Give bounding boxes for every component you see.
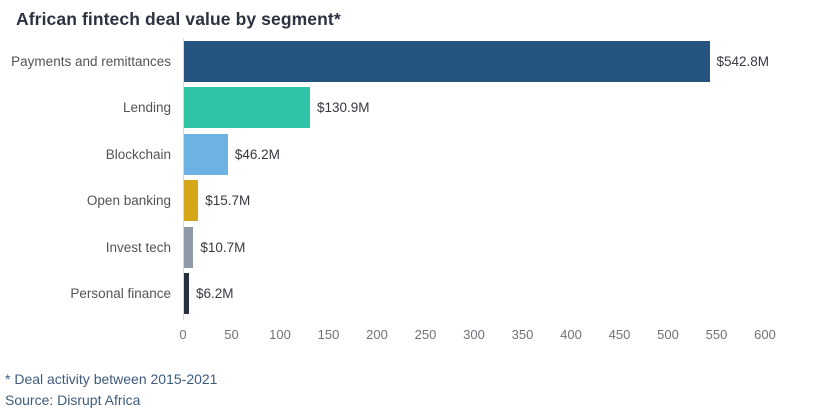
x-tick-label: 50 [224,327,239,342]
bar-row: Payments and remittances $542.8M [0,38,824,85]
x-tick-label: 400 [560,327,582,342]
x-tick-label: 300 [463,327,485,342]
bar-row: Blockchain $46.2M [0,131,824,178]
x-tick-label: 200 [366,327,388,342]
bar [183,226,194,268]
bar-track: $542.8M [183,40,824,82]
bar [183,40,710,82]
bar-track: $10.7M [183,226,824,268]
x-tick-label: 550 [705,327,728,342]
category-label: Blockchain [105,146,171,162]
bar-value-label: $130.9M [316,100,370,116]
bar [183,87,310,129]
bar-track: $6.2M [183,273,824,315]
bar-row: Open banking $15.7M [0,178,824,225]
x-tick-label: 350 [511,327,534,342]
bar [183,180,199,222]
x-tick-label: 500 [657,327,679,342]
x-tick-label: 150 [317,327,340,342]
bar-track: $15.7M [183,180,824,222]
x-tick-label: 0 [179,327,187,342]
bar-value-label: $542.8M [716,53,770,69]
x-axis: 0 50 100 150 200 250 300 350 400 450 500 550 600 [0,321,824,347]
category-label: Lending [122,100,171,116]
chart-rows: Payments and remittances $542.8M Lending $1… [0,38,824,320]
x-tick-label: 600 [754,327,776,342]
bar-value-label: $6.2M [196,286,234,302]
bar-value-label: $15.7M [205,193,251,209]
category-label: Payments and remittances [11,53,171,69]
source: Source: Disrupt Africa [5,391,141,408]
bar-track: $130.9M [183,87,824,129]
bar-value-label: $10.7M [200,239,246,255]
chart-title: African fintech deal value by segment* [16,9,341,29]
category-label: Invest tech [105,239,171,255]
bar [183,133,228,175]
category-label: Open banking [86,193,171,209]
chart-footer: * Deal activity between 2015-2021 Source… [0,369,824,410]
bar-chart: Payments and remittances $542.8M Lending $1… [0,38,824,347]
bar-row: Invest tech $10.7M [0,224,824,271]
bar-track: $46.2M [183,133,824,175]
bar-value-label: $46.2M [234,146,280,162]
footnote: * Deal activity between 2015-2021 [5,371,218,387]
x-tick-label: 100 [269,327,291,342]
bar-row: Personal finance $6.2M [0,271,824,318]
x-tick-label: 250 [414,327,437,342]
bar [183,273,189,315]
bar-row: Lending $130.9M [0,85,824,132]
x-tick-label: 450 [608,327,631,342]
category-label: Personal finance [70,286,171,302]
